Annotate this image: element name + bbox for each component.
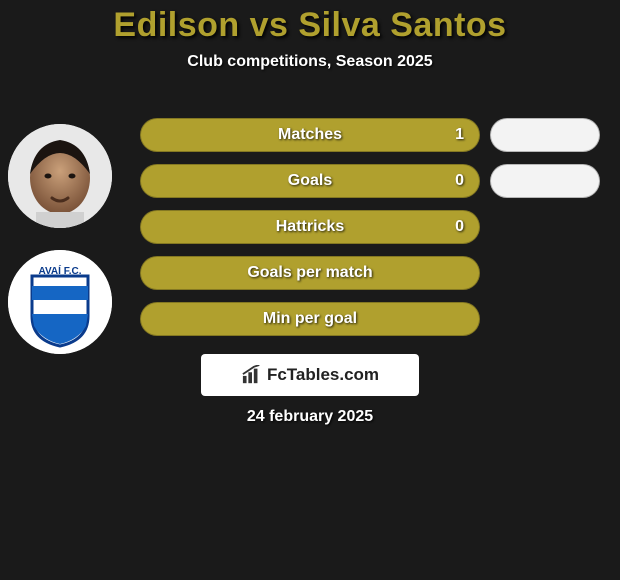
stat-row: Matches1 bbox=[0, 118, 620, 152]
subtitle: Club competitions, Season 2025 bbox=[0, 53, 620, 71]
page-title: Edilson vs Silva Santos bbox=[0, 0, 620, 45]
stat-row: Min per goal bbox=[0, 302, 620, 336]
stat-pill-left bbox=[140, 118, 480, 152]
bar-chart-icon bbox=[241, 365, 263, 385]
stat-row: Hattricks0 bbox=[0, 210, 620, 244]
stat-row: Goals0 bbox=[0, 164, 620, 198]
stat-pill-right bbox=[490, 164, 600, 198]
stats-table: Matches1 Goals0 Hattricks0 Goals per match M… bbox=[0, 118, 620, 348]
stat-pill-left bbox=[140, 256, 480, 290]
brand-badge: FcTables.com bbox=[201, 354, 419, 396]
footer-date: 24 february 2025 bbox=[0, 408, 620, 426]
stat-pill-left bbox=[140, 302, 480, 336]
stat-pill-left bbox=[140, 164, 480, 198]
brand-text: FcTables.com bbox=[267, 365, 379, 385]
comparison-card: Edilson vs Silva Santos Club competition… bbox=[0, 0, 620, 580]
stat-row: Goals per match bbox=[0, 256, 620, 290]
stat-pill-right bbox=[490, 118, 600, 152]
stat-pill-left bbox=[140, 210, 480, 244]
